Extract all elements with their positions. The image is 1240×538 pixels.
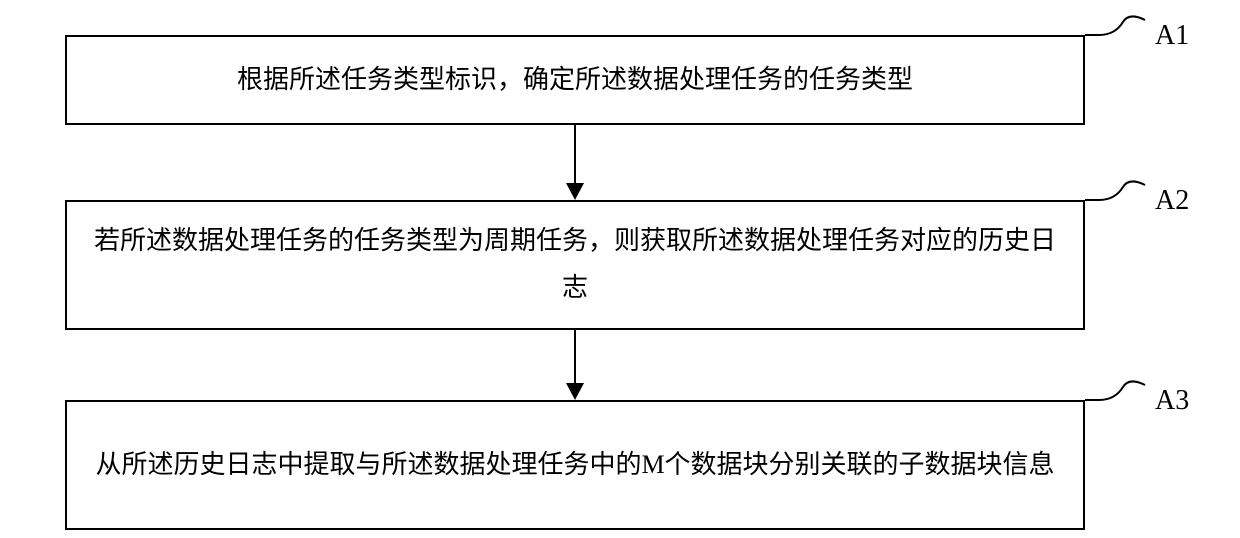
flow-label-a1: A1 xyxy=(1155,20,1189,52)
flow-label-a3: A3 xyxy=(1155,385,1189,417)
flow-step-a2: 若所述数据处理任务的任务类型为周期任务，则获取所述数据处理任务对应的历史日志 xyxy=(65,200,1085,330)
leader-a3 xyxy=(1085,375,1155,430)
flow-label-a2: A2 xyxy=(1155,185,1189,217)
flow-step-a1-text: 根据所述任务类型标识，确定所述数据处理任务的任务类型 xyxy=(237,57,913,104)
leader-a2 xyxy=(1085,175,1155,230)
flow-step-a2-text: 若所述数据处理任务的任务类型为周期任务，则获取所述数据处理任务对应的历史日志 xyxy=(87,218,1063,312)
arrow-a1-a2 xyxy=(560,125,590,200)
flow-step-a1: 根据所述任务类型标识，确定所述数据处理任务的任务类型 xyxy=(65,35,1085,125)
leader-a1 xyxy=(1085,10,1155,65)
arrow-a2-a3 xyxy=(560,330,590,400)
flowchart-canvas: 根据所述任务类型标识，确定所述数据处理任务的任务类型 A1 若所述数据处理任务的… xyxy=(0,0,1240,538)
flow-step-a3-text: 从所述历史日志中提取与所述数据处理任务中的M个数据块分别关联的子数据块信息 xyxy=(95,442,1054,489)
flow-step-a3: 从所述历史日志中提取与所述数据处理任务中的M个数据块分别关联的子数据块信息 xyxy=(65,400,1085,530)
